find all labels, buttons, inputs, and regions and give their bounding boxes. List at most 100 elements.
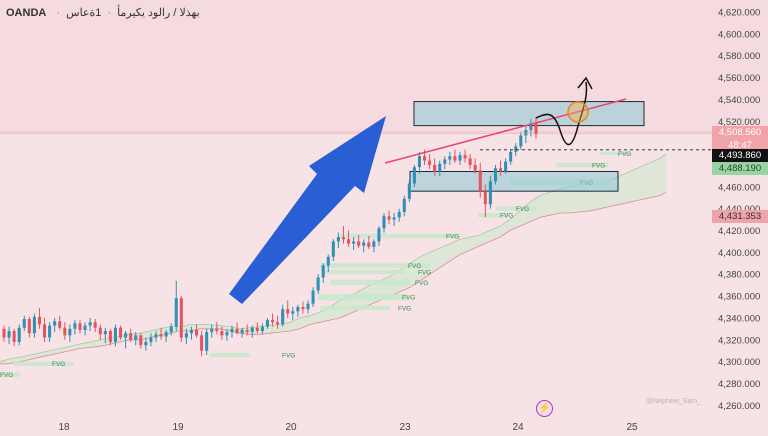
candle-body <box>281 309 285 325</box>
candle-body <box>316 277 320 291</box>
candle-body <box>103 331 107 335</box>
fvg-label: FVG <box>516 206 529 213</box>
candle-body <box>149 337 153 342</box>
fvg-box <box>330 279 410 286</box>
candle-body <box>129 333 133 340</box>
candle-body <box>43 324 47 338</box>
candle-body <box>387 216 391 220</box>
candle-body <box>514 146 518 152</box>
candle-body <box>286 309 290 314</box>
fvg-box <box>478 213 508 218</box>
candle-body <box>53 321 57 326</box>
candle-body <box>276 322 280 325</box>
candle-body <box>48 325 52 338</box>
candle-body <box>93 322 97 328</box>
fvg-box <box>340 233 460 239</box>
candle-body <box>255 327 259 332</box>
candle-body <box>428 160 432 165</box>
fvg-box <box>14 361 74 366</box>
candle-body <box>32 316 36 334</box>
y-tick-label: 4,620.000 <box>718 8 760 19</box>
candle-body <box>412 167 416 184</box>
candle-body <box>205 332 209 351</box>
fvg-label: FVG <box>415 280 428 287</box>
fvg-box <box>210 352 250 358</box>
zone-box <box>413 101 645 127</box>
y-tick-label: 4,280.000 <box>718 379 760 390</box>
candle-body <box>124 333 128 338</box>
candle-body <box>311 290 315 304</box>
candle-body <box>220 331 224 336</box>
zone-box <box>409 171 619 192</box>
fvg-label: FVG <box>500 213 513 220</box>
y-tick-label: 4,360.000 <box>718 292 760 303</box>
candle-body <box>357 241 361 246</box>
candle-body <box>108 331 112 342</box>
y-tick-label: 4,520.000 <box>718 117 760 128</box>
separator: · <box>107 7 112 19</box>
candle-body <box>78 323 82 330</box>
candle-body <box>179 298 183 338</box>
candle-body <box>392 217 396 220</box>
candle-body <box>483 191 487 205</box>
fvg-label: FVG <box>618 151 631 158</box>
candle-body <box>468 158 472 165</box>
candle-body <box>504 161 508 172</box>
candle-body <box>83 325 87 330</box>
candle-body <box>352 241 356 244</box>
fvg-label: FVG <box>282 352 295 359</box>
countdown-badge: 48:47 <box>712 139 768 152</box>
candle-body <box>509 151 513 162</box>
lightning-icon[interactable]: ⚡ <box>536 400 553 417</box>
fvg-box <box>318 293 408 301</box>
fvg-label: FVG <box>398 305 411 312</box>
last-price-badge: 4,508.560 <box>712 126 768 139</box>
y-tick-label: 4,380.000 <box>718 270 760 281</box>
candle-body <box>210 328 214 333</box>
candle-body <box>215 328 219 332</box>
candle-body <box>478 170 482 192</box>
fvg-box <box>325 269 405 275</box>
projection-path <box>535 81 588 146</box>
candle-body <box>488 181 492 205</box>
candle-body <box>301 306 305 310</box>
separator: · <box>56 7 61 19</box>
candle-body <box>331 241 335 257</box>
y-tick-label: 4,260.000 <box>718 401 760 412</box>
y-tick-label: 4,440.000 <box>718 204 760 215</box>
candle-body <box>260 326 264 332</box>
candle-body <box>159 334 163 337</box>
candle-body <box>98 327 102 335</box>
candle-body <box>448 156 452 160</box>
projection-arrowhead <box>577 76 593 90</box>
timeframe-label: 1ةعاس <box>66 7 102 19</box>
cloud-price-badge: 4,488.190 <box>712 162 768 175</box>
x-tick-label: 19 <box>172 422 184 433</box>
candle-body <box>397 211 401 218</box>
candle-body <box>169 326 173 333</box>
candle-body <box>463 155 467 159</box>
candle-body <box>154 334 158 338</box>
x-tick-label: 25 <box>626 422 638 433</box>
fvg-box <box>320 305 390 311</box>
y-tick-label: 4,560.000 <box>718 73 760 84</box>
candle-body <box>271 320 275 323</box>
candle-body <box>473 164 477 171</box>
fvg-box <box>556 162 608 168</box>
x-tick-label: 20 <box>285 422 297 433</box>
candle-body <box>144 341 148 346</box>
candle-body <box>195 329 199 336</box>
candle-body <box>200 335 204 351</box>
fvg-box <box>0 372 20 377</box>
y-tick-label: 4,340.000 <box>718 313 760 324</box>
fvg-label: FVG <box>408 263 421 270</box>
candle-body <box>382 216 386 229</box>
bullish-arrow <box>229 116 386 304</box>
candle-body <box>240 329 244 334</box>
candle-body <box>7 331 11 338</box>
fvg-box <box>496 206 536 211</box>
candle-body <box>88 322 92 326</box>
fvg-label: FVG <box>418 269 431 276</box>
